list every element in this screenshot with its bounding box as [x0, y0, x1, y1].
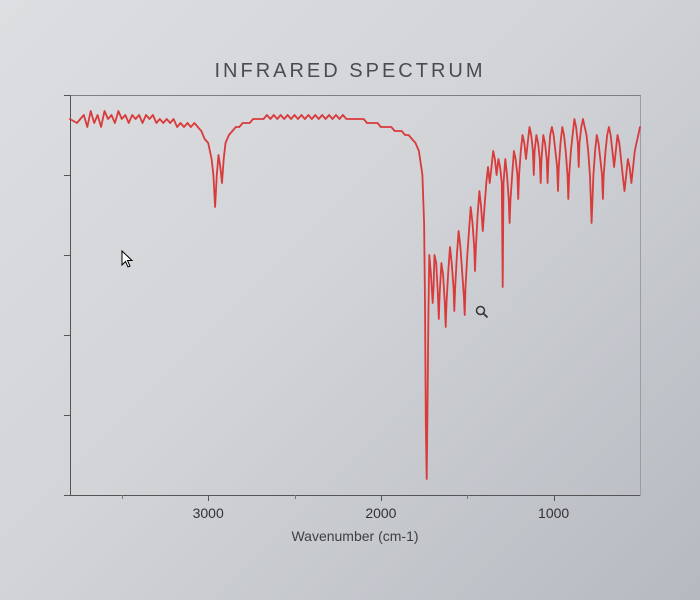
- x-tick-label: 3000: [193, 505, 224, 521]
- chart-title: INFRARED SPECTRUM: [30, 60, 670, 83]
- x-tick-label: 2000: [365, 505, 396, 521]
- x-tick: [554, 495, 555, 501]
- y-tick: [64, 255, 70, 256]
- y-tick: [64, 335, 70, 336]
- y-tick: [64, 415, 70, 416]
- x-tick-label: 1000: [538, 505, 569, 521]
- spectrum-line: [70, 95, 640, 495]
- y-tick: [64, 495, 70, 496]
- y-tick: [64, 95, 70, 96]
- x-minor-tick: [295, 495, 296, 499]
- ir-spectrum-chart: INFRARED SPECTRUM Wavenumber (cm-1) 3000…: [30, 40, 670, 560]
- y-tick: [64, 175, 70, 176]
- x-tick: [381, 495, 382, 501]
- x-minor-tick: [467, 495, 468, 499]
- x-minor-tick: [122, 495, 123, 499]
- x-axis-label: Wavenumber (cm-1): [70, 528, 640, 544]
- x-tick: [208, 495, 209, 501]
